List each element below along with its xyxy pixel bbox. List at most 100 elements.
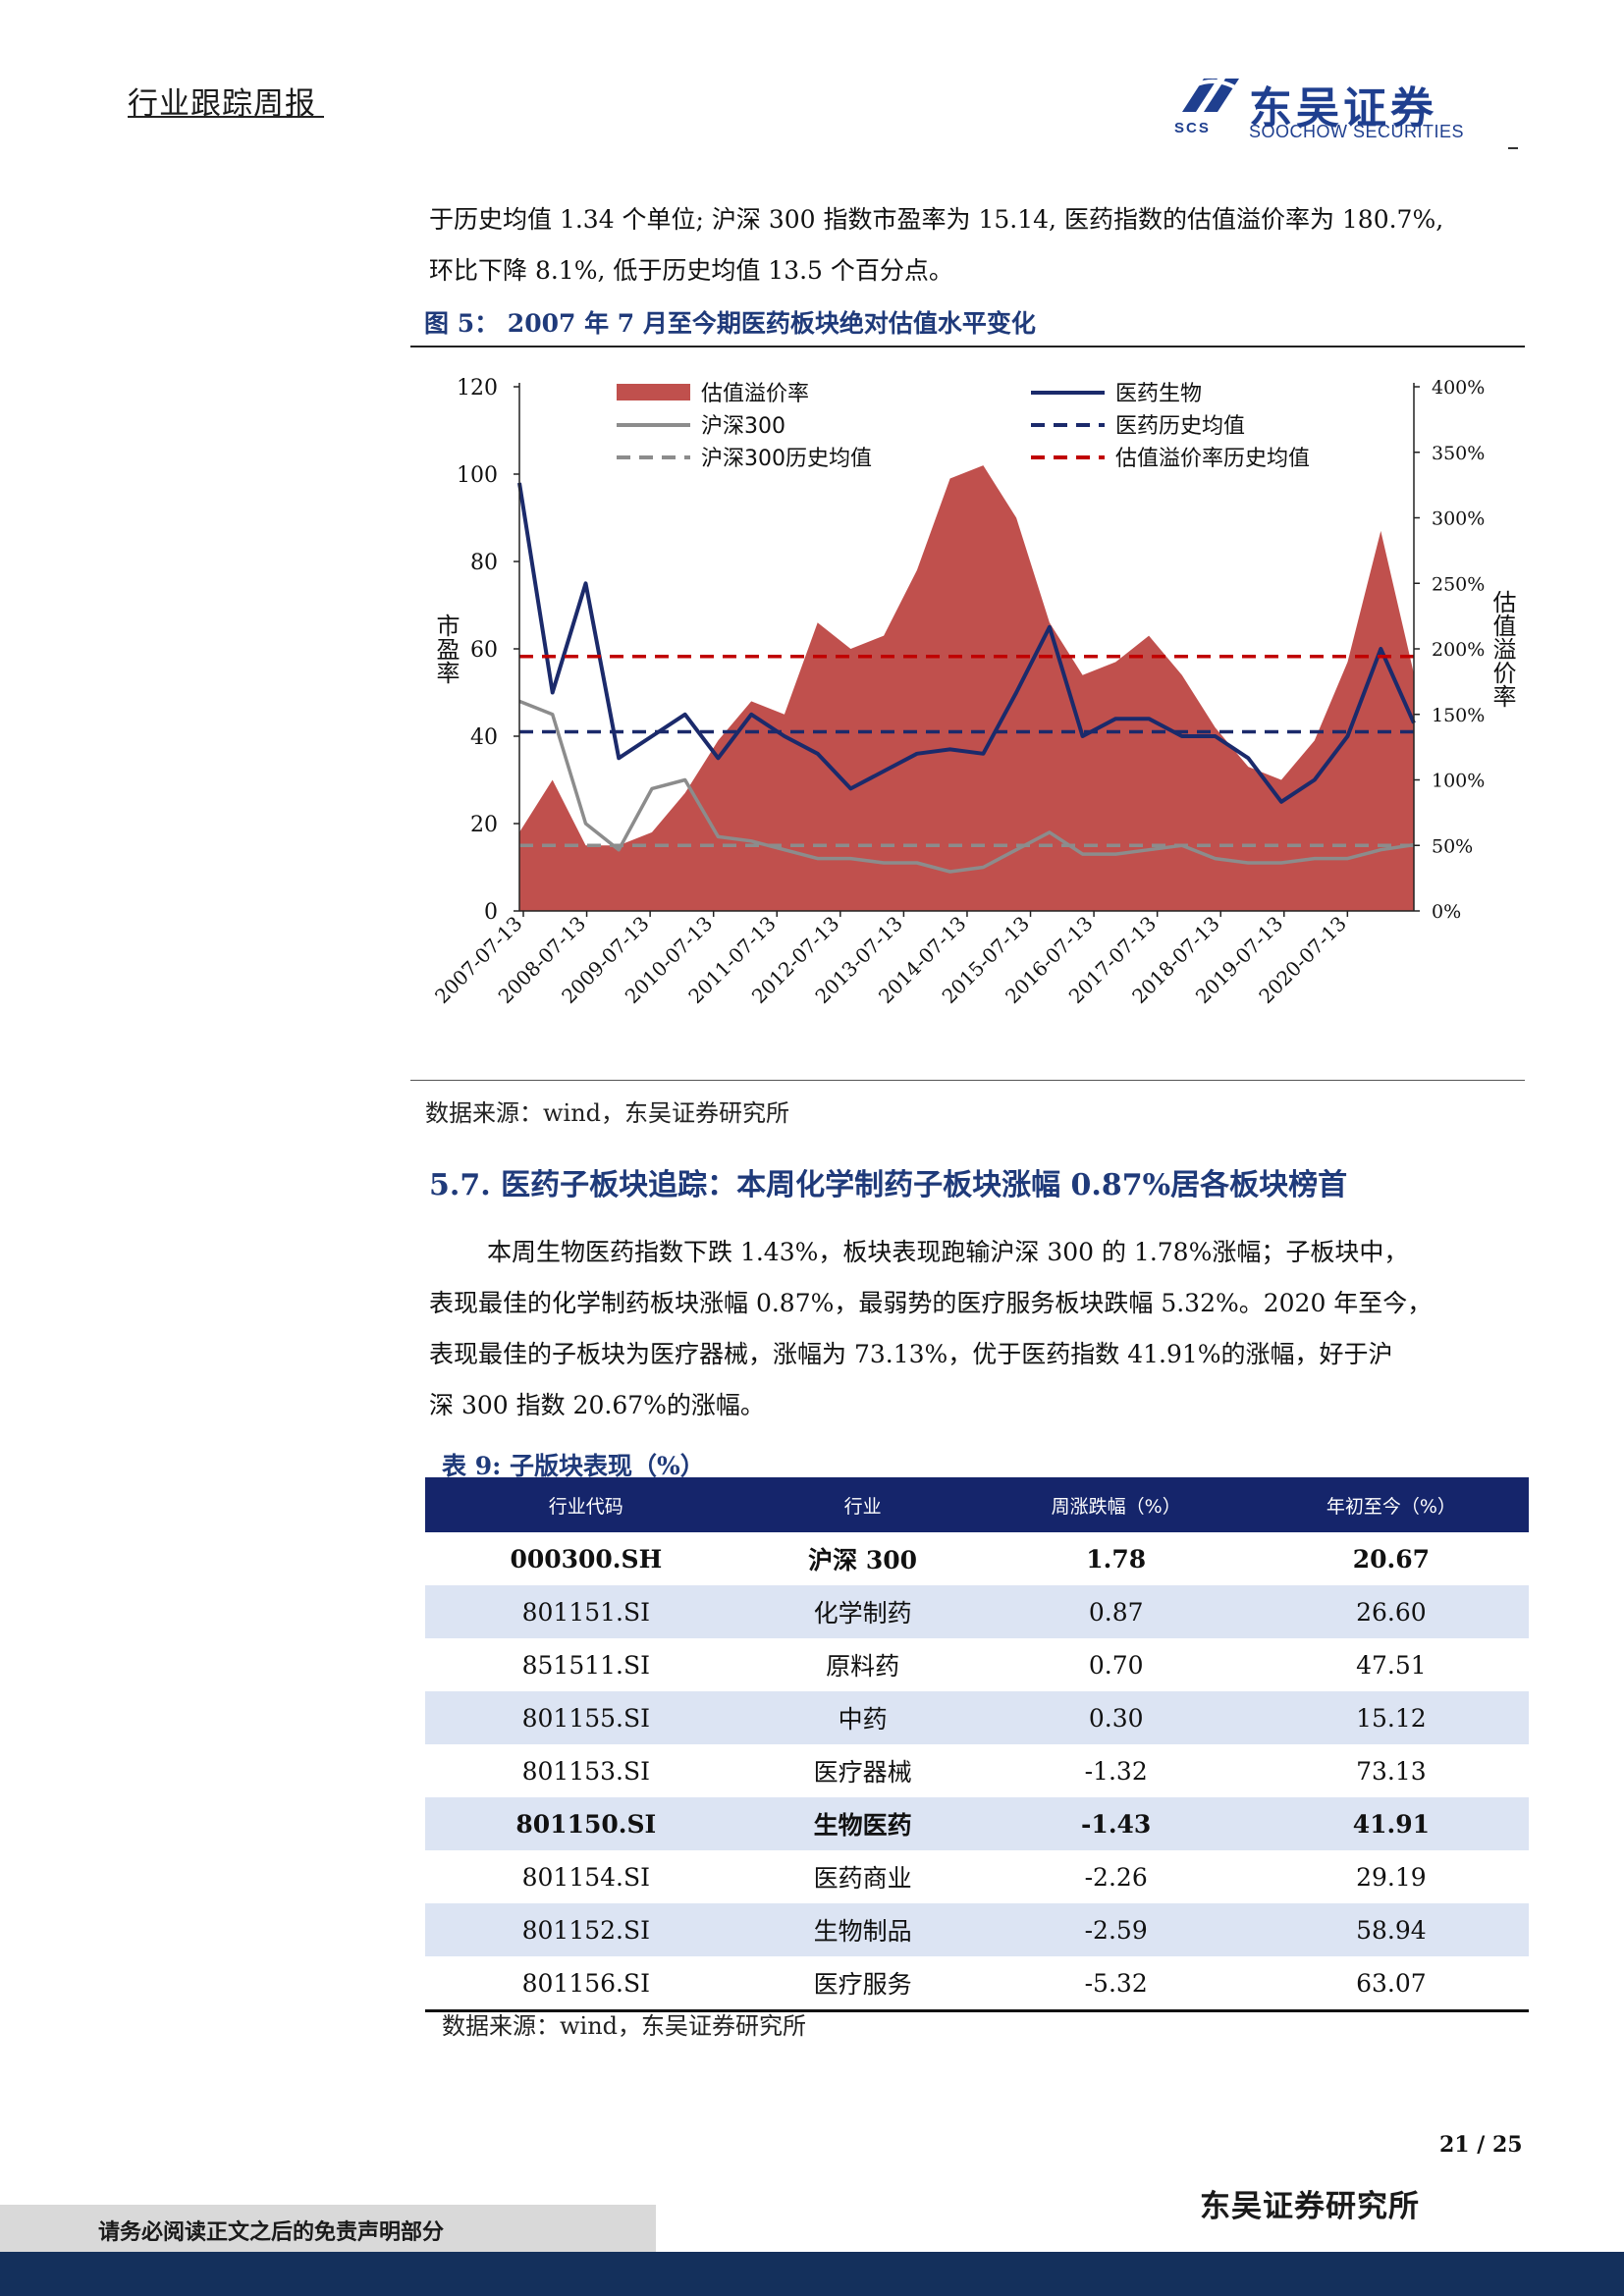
- y-tick-label-left: 100: [457, 463, 498, 488]
- cell-ytd: 20.67: [1352, 1544, 1431, 1574]
- legend-label: 沪深300: [701, 414, 785, 439]
- cell-code: 801154.SI: [521, 1862, 650, 1892]
- y-tick-label-right: 200%: [1432, 639, 1485, 661]
- figure-top-rule: [410, 346, 1525, 347]
- y-tick-label-right: 150%: [1432, 705, 1485, 726]
- subsector-table: 行业代码 行业 周涨跌幅（%） 年初至今（%） 000300.SH 沪深 300 1…: [425, 1477, 1529, 2012]
- legend-swatch: [617, 384, 690, 400]
- cell-industry: 原料药: [826, 1652, 900, 1681]
- y-tick-label-right: 0%: [1432, 901, 1461, 923]
- y-axis-title-right: 估值溢价率: [1489, 590, 1516, 708]
- cell-industry: 医疗服务: [746, 1956, 979, 2012]
- figure-bottom-rule: [410, 1080, 1525, 1081]
- legend-label: 沪深300历史均值: [701, 447, 872, 471]
- cell-week: 0.87: [978, 1585, 1254, 1638]
- table-row: 801155.SI 中药 0.30 15.12: [425, 1691, 1529, 1744]
- table-header-row: 行业代码 行业 周涨跌幅（%） 年初至今（%）: [425, 1477, 1529, 1532]
- table-row: 801151.SI 化学制药 0.87 26.60: [425, 1585, 1529, 1638]
- table-row: 801156.SI 医疗服务 -5.32 63.07: [425, 1956, 1529, 2012]
- y-tick-label-right: 100%: [1432, 771, 1485, 792]
- y-tick-label-right: 250%: [1432, 573, 1485, 595]
- cell-ytd: 15.12: [1253, 1691, 1529, 1744]
- logo-abbr: SCS: [1174, 120, 1211, 136]
- y-tick-label-right: 300%: [1432, 508, 1485, 530]
- cell-code: 801150.SI: [425, 1797, 747, 1850]
- table-row: 801152.SI 生物制品 -2.59 58.94: [425, 1903, 1529, 1956]
- table-row: 801154.SI 医药商业 -2.26 29.19: [425, 1850, 1529, 1903]
- cell-ytd: 58.94: [1253, 1903, 1529, 1956]
- legend-label: 医药历史均值: [1115, 414, 1245, 439]
- table-row: 801150.SI 生物医药 -1.43 41.91: [425, 1797, 1529, 1850]
- line-layer: [517, 482, 1416, 874]
- cell-ytd: 63.07: [1253, 1956, 1529, 2012]
- figure-source: 数据来源：wind，东吴证券研究所: [425, 1099, 790, 1127]
- valuation-chart: 0 20 40 60 80 100 120 0% 50% 100% 150% 200% 250% 300%…: [430, 376, 1516, 1008]
- cell-code: 801151.SI: [425, 1585, 747, 1638]
- y-tick-label-left: 40: [470, 725, 498, 750]
- footer-org: 东吴证券研究所: [1200, 2189, 1420, 2224]
- cell-week: -1.32: [1084, 1756, 1148, 1786]
- cell-week: -2.59: [978, 1903, 1254, 1956]
- section-line-1: 本周生物医药指数下跌 1.43%，板块表现跑输沪深 300 的 1.78%涨幅；…: [487, 1238, 1409, 1266]
- table-row: 000300.SH 沪深 300 1.78 20.67: [425, 1532, 1529, 1585]
- logo-english: SOOCHOW SECURITIES: [1249, 122, 1465, 141]
- header-week-change: 周涨跌幅（%）: [978, 1477, 1254, 1532]
- intro-line-1: 于历史均值 1.34 个单位; 沪深 300 指数市盈率为 15.14, 医药指…: [429, 205, 1444, 234]
- cell-industry: 沪深 300: [808, 1546, 918, 1575]
- section-line-2: 表现最佳的化学制药板块涨幅 0.87%，最弱势的医疗服务板块跌幅 5.32%。2…: [429, 1289, 1433, 1317]
- soochow-logo-icon: [1176, 79, 1245, 112]
- y-tick-label-left: 60: [470, 638, 498, 663]
- cell-code: 801156.SI: [425, 1956, 747, 2012]
- y-tick-label-left: 20: [470, 813, 498, 837]
- table-title: 表 9: 子版块表现（%）: [442, 1452, 705, 1480]
- cell-ytd: 41.91: [1253, 1797, 1529, 1850]
- cell-industry: 生物制品: [746, 1903, 979, 1956]
- cell-industry: 化学制药: [746, 1585, 979, 1638]
- cell-industry: 生物医药: [746, 1797, 979, 1850]
- cell-ytd: 26.60: [1253, 1585, 1529, 1638]
- cell-week: 0.70: [1088, 1650, 1144, 1680]
- series-line-1: [517, 482, 1416, 804]
- cell-week: 0.30: [978, 1691, 1254, 1744]
- series-area-premium: [519, 465, 1414, 911]
- y-tick-label-left: 80: [470, 551, 498, 575]
- logo-chinese: 东吴证券: [1249, 83, 1437, 133]
- section-title: 5.7. 医药子板块追踪：本周化学制药子板块涨幅 0.87%居各板块榜首: [429, 1168, 1348, 1202]
- cell-code: 801152.SI: [425, 1903, 747, 1956]
- disclaimer-text: 请务必阅读正文之后的免责声明部分: [98, 2220, 445, 2245]
- footer-bar: [0, 2252, 1624, 2296]
- figure-title: 图 5： 2007 年 7 月至今期医药板块绝对估值水平变化: [424, 309, 1036, 338]
- cell-ytd: 47.51: [1356, 1650, 1427, 1680]
- cell-week: -1.43: [978, 1797, 1254, 1850]
- premium-area-layer: [519, 465, 1414, 911]
- intro-line-2: 环比下降 8.1%, 低于历史均值 13.5 个百分点。: [429, 256, 953, 285]
- header-underline: [128, 116, 324, 118]
- header-code: 行业代码: [425, 1477, 747, 1532]
- cell-code: 000300.SH: [510, 1544, 663, 1574]
- cell-industry: 医疗器械: [813, 1758, 912, 1787]
- page-number: 21 / 25: [1439, 2132, 1523, 2158]
- series-line-2: [518, 699, 1415, 874]
- cell-ytd: 73.13: [1356, 1756, 1427, 1786]
- header-mark: [1508, 147, 1518, 149]
- section-line-4: 深 300 指数 20.67%的涨幅。: [429, 1391, 765, 1419]
- y-tick-label-right: 50%: [1432, 835, 1473, 857]
- cell-industry: 医药商业: [813, 1864, 912, 1893]
- legend-label: 估值溢价率: [701, 382, 809, 406]
- table-row: 851511.SI 原料药 0.70 47.51: [425, 1638, 1529, 1691]
- header-ytd-change: 年初至今（%）: [1253, 1477, 1529, 1532]
- header-industry: 行业: [746, 1477, 979, 1532]
- cell-week: -2.26: [1084, 1862, 1148, 1892]
- y-tick-label-left: 0: [484, 900, 498, 925]
- section-line-3: 表现最佳的子板块为医疗器械，涨幅为 73.13%，优于医药指数 41.91%的涨…: [429, 1340, 1393, 1368]
- y-tick-label-right: 400%: [1432, 377, 1485, 399]
- cell-code: 801155.SI: [425, 1691, 747, 1744]
- disclaimer-bar: [0, 2205, 656, 2252]
- cell-week: -5.32: [978, 1956, 1254, 2012]
- cell-ytd: 29.19: [1356, 1862, 1427, 1892]
- y-tick-label-left: 120: [457, 376, 498, 400]
- cell-week: 1.78: [1086, 1544, 1147, 1574]
- legend-label: 医药生物: [1115, 382, 1202, 406]
- table-row: 801153.SI 医疗器械 -1.32 73.13: [425, 1744, 1529, 1797]
